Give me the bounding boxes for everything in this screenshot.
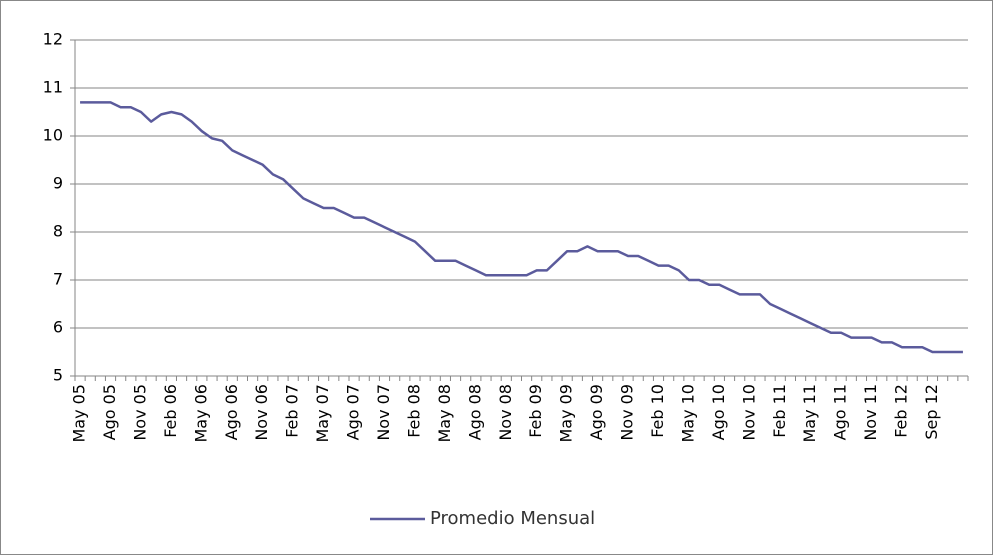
x-tick-label: Feb 12 <box>892 384 911 438</box>
x-tick-label: May 09 <box>557 384 576 443</box>
legend-label: Promedio Mensual <box>430 508 595 529</box>
x-tick-label: Feb 10 <box>648 384 667 438</box>
y-tick-label: 12 <box>43 30 63 49</box>
x-tick-label: Feb 08 <box>404 384 423 438</box>
y-tick-label: 6 <box>53 318 63 337</box>
x-tick-label: Nov 11 <box>861 384 880 441</box>
y-tick-label: 11 <box>43 78 63 97</box>
x-tick-label: May 11 <box>800 384 819 443</box>
x-tick-label: Ago 05 <box>100 384 119 440</box>
y-tick-label: 10 <box>43 126 63 145</box>
y-tick-label: 7 <box>53 270 63 289</box>
y-tick-label: 5 <box>53 366 63 385</box>
x-tick-label: Feb 07 <box>283 384 302 438</box>
x-tick-label: Nov 10 <box>739 384 758 441</box>
x-tick-label: Nov 09 <box>618 384 637 441</box>
x-tick-label: May 07 <box>313 384 332 443</box>
x-tick-label: May 05 <box>70 384 89 443</box>
x-tick-label: Nov 05 <box>130 384 149 441</box>
x-tick-label: Sep 12 <box>922 384 941 440</box>
x-tick-label: May 10 <box>678 384 697 443</box>
y-tick-label: 8 <box>53 222 63 241</box>
x-tick-label: Ago 10 <box>709 384 728 440</box>
x-tick-label: Ago 08 <box>465 384 484 440</box>
data-line <box>80 101 963 354</box>
x-tick-label: Ago 07 <box>344 384 363 440</box>
x-tick-label: Ago 11 <box>831 384 850 440</box>
y-tick-label: 9 <box>53 174 63 193</box>
x-tick-label: May 06 <box>191 384 210 443</box>
x-tick-label: Feb 09 <box>526 384 545 438</box>
x-tick-label: Nov 06 <box>252 384 271 441</box>
x-tick-label: Nov 07 <box>374 384 393 441</box>
x-tick-label: May 08 <box>435 384 454 443</box>
x-tick-label: Ago 06 <box>222 384 241 440</box>
x-tick-label: Feb 11 <box>770 384 789 438</box>
x-tick-label: Nov 08 <box>496 384 515 441</box>
x-tick-label: Ago 09 <box>587 384 606 440</box>
x-tick-label: Feb 06 <box>161 384 180 438</box>
